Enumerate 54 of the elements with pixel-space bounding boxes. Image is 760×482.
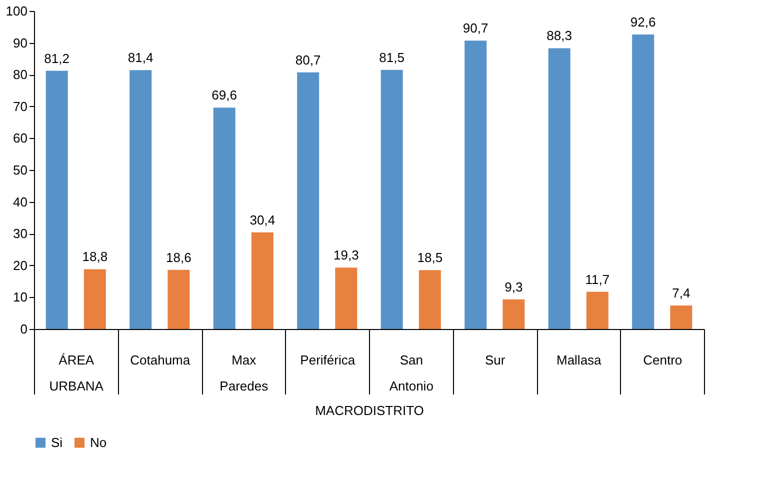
y-tick-label: 90 xyxy=(13,35,28,50)
y-tick-label: 80 xyxy=(13,67,28,82)
x-tick-label: Max Paredes xyxy=(220,352,269,394)
legend-label: Si xyxy=(51,434,63,450)
data-label: 81,5 xyxy=(379,50,404,65)
data-label: 9,3 xyxy=(504,279,523,294)
data-label: 30,4 xyxy=(250,212,276,228)
bar xyxy=(502,299,525,329)
bar xyxy=(548,48,570,329)
y-tick-label: 0 xyxy=(20,322,28,336)
y-tick-label: 30 xyxy=(13,226,28,242)
data-label: 88,3 xyxy=(546,28,572,44)
bar xyxy=(632,34,654,329)
y-tick-label: 60 xyxy=(13,130,28,146)
y-tick-label: 10 xyxy=(13,290,28,305)
bar xyxy=(418,270,441,329)
x-tick-label: ÁREA URBANA xyxy=(49,352,104,394)
data-label: 81,4 xyxy=(128,50,154,66)
x-tick-label: Cotahuma xyxy=(130,352,191,368)
legend-label: No xyxy=(90,434,107,450)
data-label: 18,8 xyxy=(82,249,108,264)
data-label: 81,2 xyxy=(44,50,70,66)
bar xyxy=(670,305,692,329)
bar xyxy=(84,269,106,329)
y-tick-label: 100 xyxy=(6,4,28,18)
bar xyxy=(380,70,403,329)
data-label: 18,6 xyxy=(166,250,192,265)
bar xyxy=(335,268,358,329)
y-tick-label: 50 xyxy=(13,162,28,178)
data-label: 18,5 xyxy=(417,250,443,266)
bar xyxy=(464,40,487,329)
data-label: 7,4 xyxy=(672,285,690,300)
data-label: 92,6 xyxy=(630,14,656,30)
x-tick-label: Mallasa xyxy=(556,352,602,368)
bar xyxy=(168,270,190,329)
bar xyxy=(297,72,320,329)
bar xyxy=(130,70,152,329)
data-label: 19,3 xyxy=(334,248,359,263)
x-tick-label: Periférica xyxy=(300,352,356,368)
data-label: 11,7 xyxy=(585,272,610,287)
y-tick-label: 20 xyxy=(13,258,28,273)
x-tick-label: Centro xyxy=(643,352,682,368)
bar xyxy=(586,292,608,329)
data-label: 80,7 xyxy=(295,52,321,68)
data-label: 90,7 xyxy=(462,20,488,36)
x-tick-label: San Antonio xyxy=(389,352,434,394)
x-tick-label: Sur xyxy=(485,352,506,368)
bar xyxy=(251,232,274,329)
data-label: 69,6 xyxy=(212,88,237,103)
bar xyxy=(213,108,236,329)
y-tick-label: 70 xyxy=(13,98,28,114)
y-tick-label: 40 xyxy=(13,194,28,210)
x-axis-title: MACRODISTRITO xyxy=(315,403,424,418)
bar xyxy=(46,70,68,329)
